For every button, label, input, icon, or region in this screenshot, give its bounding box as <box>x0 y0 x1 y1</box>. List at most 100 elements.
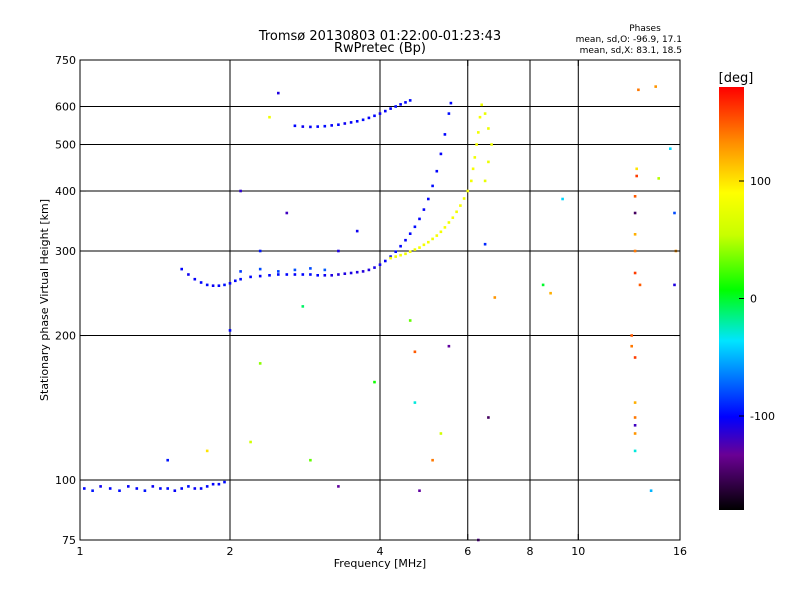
data-point <box>355 229 359 233</box>
stats-heading: Phases <box>629 24 661 34</box>
data-point <box>399 103 402 106</box>
data-point <box>439 230 443 234</box>
y-tick-label: 600 <box>55 101 76 114</box>
y-tick-label: 750 <box>55 54 76 67</box>
data-point <box>349 271 353 275</box>
data-point <box>413 350 417 354</box>
data-point <box>301 305 305 308</box>
data-point <box>394 250 397 253</box>
data-point <box>361 270 365 273</box>
data-point <box>633 356 637 359</box>
data-point <box>211 284 215 287</box>
data-point <box>389 256 392 260</box>
data-point <box>373 380 376 384</box>
data-point <box>404 252 407 256</box>
data-point <box>427 197 430 201</box>
data-point <box>211 482 215 486</box>
data-point <box>483 242 487 246</box>
data-point <box>493 296 497 299</box>
data-point <box>451 216 455 219</box>
x-axis-label: Frequency [MHz] <box>334 557 426 570</box>
data-point <box>408 232 412 235</box>
data-point <box>654 85 657 88</box>
data-point <box>234 279 237 283</box>
data-point <box>561 197 564 201</box>
data-point <box>447 221 451 224</box>
data-point <box>309 125 312 129</box>
data-point <box>487 127 490 130</box>
data-point <box>418 217 421 221</box>
data-point <box>293 268 297 272</box>
x-axis-ticks: 1 2 4 6 8 10 16 <box>77 60 687 558</box>
data-point <box>483 112 487 115</box>
data-point <box>205 485 209 488</box>
data-point <box>378 263 382 266</box>
data-point <box>258 274 262 278</box>
data-point <box>422 243 426 247</box>
data-point <box>337 485 340 488</box>
data-point <box>166 487 169 490</box>
data-point <box>422 208 426 211</box>
data-point <box>413 248 417 251</box>
data-point <box>217 482 221 486</box>
data-point <box>373 114 376 118</box>
data-point <box>166 458 169 462</box>
data-point <box>431 237 434 241</box>
data-point <box>223 283 226 287</box>
data-point <box>633 211 637 215</box>
data-point <box>389 255 392 258</box>
data-point <box>217 284 221 287</box>
data-point <box>239 270 242 273</box>
y-tick-label: 100 <box>55 474 76 487</box>
x-tick-label: 6 <box>464 545 471 558</box>
data-point <box>323 268 327 272</box>
data-point <box>83 487 86 490</box>
data-point <box>462 197 466 200</box>
data-point <box>633 401 637 404</box>
data-point <box>418 246 421 249</box>
colorbar-ticks: 100 0 -100 <box>739 175 775 423</box>
x-tick-label: 1 <box>77 545 84 558</box>
chart-title: Tromsø 20130803 01:22:00-01:23:43 <box>258 29 501 44</box>
data-point <box>384 109 387 113</box>
data-point <box>657 177 660 180</box>
x-tick-label: 8 <box>527 545 534 558</box>
data-point <box>99 485 102 488</box>
data-point <box>199 281 203 284</box>
data-point <box>427 240 430 244</box>
data-point <box>258 249 262 253</box>
data-point <box>471 167 475 171</box>
data-point <box>277 270 280 273</box>
data-point <box>337 123 340 126</box>
y-tick-label: 400 <box>55 185 76 198</box>
data-point <box>293 273 297 276</box>
data-point <box>135 487 139 490</box>
data-point <box>205 449 209 453</box>
grid-lines <box>80 60 680 540</box>
data-point <box>389 107 392 110</box>
data-point <box>293 124 297 128</box>
data-point <box>367 116 371 120</box>
data-point <box>673 211 676 215</box>
data-point <box>205 283 209 287</box>
data-point <box>309 273 312 276</box>
data-point <box>408 99 412 102</box>
data-point <box>408 319 412 322</box>
data-point <box>649 489 653 492</box>
data-point <box>673 283 676 287</box>
colorbar-tick-label: 0 <box>750 293 757 306</box>
data-point <box>268 274 271 277</box>
data-point <box>118 489 121 492</box>
data-point <box>637 88 640 92</box>
data-point <box>549 291 552 295</box>
data-point <box>180 487 183 490</box>
data-point <box>447 112 451 115</box>
data-point <box>435 234 439 237</box>
data-point <box>258 362 262 365</box>
x-tick-label: 16 <box>673 545 687 558</box>
data-point <box>349 121 353 124</box>
data-point <box>323 274 327 277</box>
colorbar-title: [deg] <box>719 71 754 86</box>
data-point <box>447 344 451 348</box>
data-point <box>418 489 421 492</box>
